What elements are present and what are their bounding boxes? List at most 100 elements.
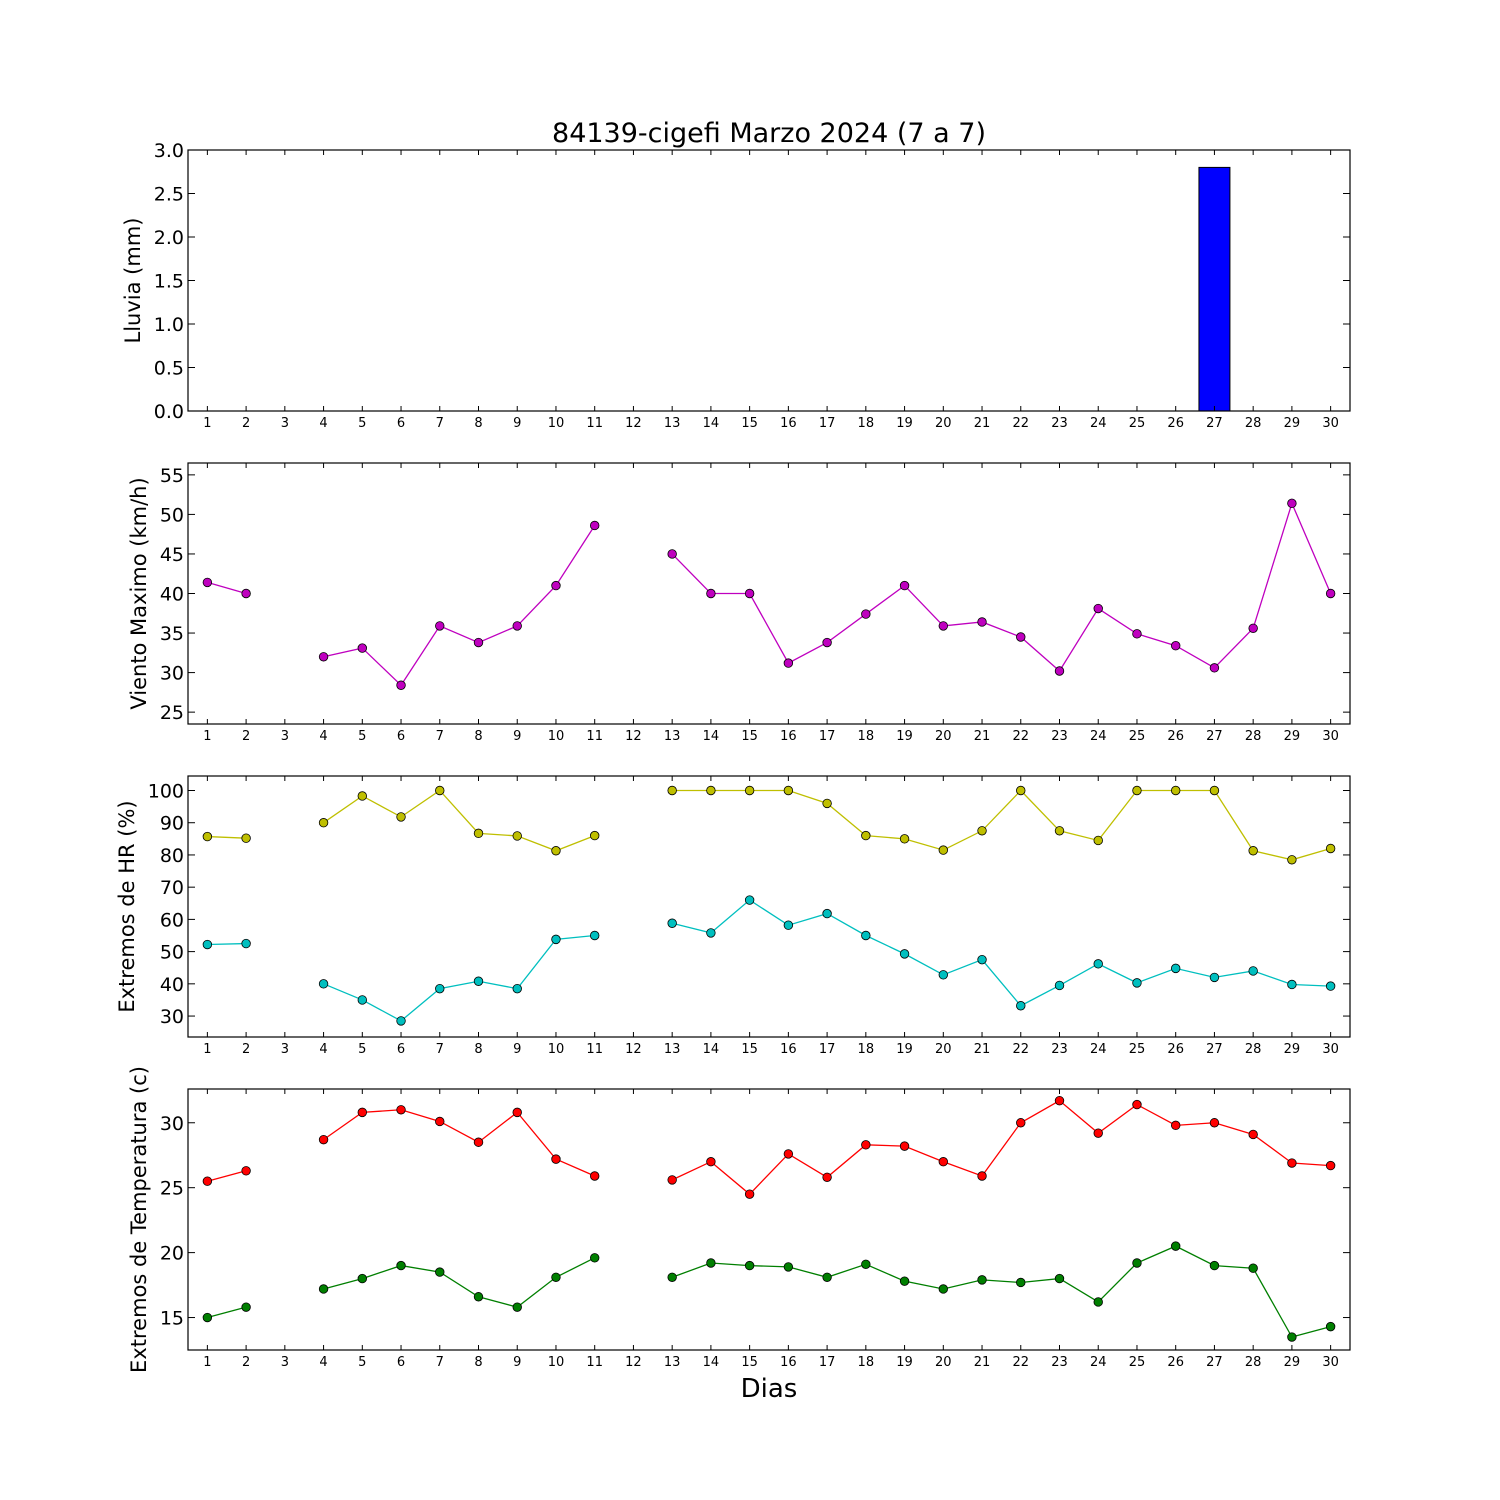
point-day-23 — [1054, 1095, 1065, 1106]
series-line — [672, 899, 1331, 1007]
point-day-24 — [1093, 835, 1103, 846]
series-line — [323, 789, 595, 852]
point-day-2 — [241, 588, 251, 599]
point-day-25 — [1132, 629, 1142, 639]
point-day-30 — [1325, 981, 1336, 991]
point-day-4 — [318, 1284, 329, 1294]
point-day-25 — [1132, 978, 1142, 988]
series-line — [207, 1306, 247, 1319]
x-tick-label: 21 — [974, 1355, 991, 1370]
y-axis-label: Extremos de HR (%) — [115, 800, 139, 1012]
x-tick-label: 9 — [513, 729, 521, 744]
x-tick-label: 22 — [1012, 729, 1029, 744]
point-day-13 — [667, 1272, 677, 1282]
y-axis: 30 40 50 60 70 80 90 100 — [148, 781, 1350, 1028]
point-day-25 — [1132, 1258, 1142, 1268]
x-tick-label: 25 — [1129, 729, 1146, 744]
x-tick-label: 20 — [935, 1042, 952, 1057]
y-tick-label: 35 — [160, 623, 184, 645]
x-tick-label: 10 — [548, 1355, 565, 1370]
point-day-11 — [590, 930, 600, 941]
point-day-4 — [318, 979, 329, 989]
x-tick-label: 4 — [319, 729, 327, 744]
x-tick-label: 17 — [819, 1355, 836, 1370]
y-tick-label: 3.0 — [154, 140, 184, 162]
point-day-18 — [861, 1259, 871, 1269]
point-day-24 — [1093, 1128, 1103, 1138]
point-day-23 — [1054, 666, 1065, 676]
x-tick-label: 3 — [281, 1355, 289, 1370]
x-tick-label: 5 — [358, 1042, 366, 1057]
point-day-8 — [473, 828, 484, 839]
point-day-28 — [1248, 966, 1258, 976]
x-axis: 1 2 3 4 5 6 7 8 9 10 11 12 13 14 15 16 17 18 19 20 21 22 23 24 2… — [203, 776, 1339, 1057]
y-tick-label: 40 — [160, 974, 184, 996]
x-tick-label: 28 — [1245, 1042, 1262, 1057]
point-day-20 — [938, 621, 949, 631]
x-tick-label: 11 — [586, 1042, 603, 1057]
point-day-17 — [822, 798, 832, 809]
x-tick-label: 6 — [397, 1355, 405, 1370]
point-day-28 — [1248, 1129, 1258, 1140]
x-tick-label: 3 — [281, 416, 289, 431]
point-day-27 — [1209, 1118, 1220, 1128]
point-day-8 — [473, 1137, 484, 1147]
point-day-9 — [512, 831, 522, 841]
x-tick-label: 8 — [474, 729, 482, 744]
y-tick-label: 30 — [160, 1006, 184, 1028]
x-axis: 1 2 3 4 5 6 7 8 9 10 11 12 13 14 15 16 17 18 19 20 21 22 23 24 2… — [203, 150, 1339, 431]
y-tick-label: 2.5 — [154, 184, 184, 206]
x-tick-label: 14 — [703, 729, 720, 744]
y-tick-label: 50 — [160, 942, 184, 964]
x-tick-label: 13 — [664, 416, 681, 431]
point-day-22 — [1016, 1001, 1026, 1011]
point-day-13 — [667, 918, 677, 928]
point-day-27 — [1209, 663, 1220, 673]
x-tick-label: 19 — [896, 416, 913, 431]
x-tick-label: 10 — [548, 729, 565, 744]
x-tick-label: 20 — [935, 416, 952, 431]
point-day-28 — [1248, 1263, 1258, 1273]
point-day-26 — [1170, 641, 1181, 651]
x-tick-label: 26 — [1167, 1042, 1184, 1057]
point-day-14 — [706, 1157, 716, 1167]
x-tick-label: 11 — [586, 416, 603, 431]
point-day-16 — [783, 785, 794, 796]
x-tick-label: 13 — [664, 729, 681, 744]
panel-1-data — [1198, 166, 1231, 412]
x-tick-label: 1 — [203, 416, 211, 431]
x-tick-label: 25 — [1129, 1355, 1146, 1370]
x-tick-label: 10 — [548, 1042, 565, 1057]
point-day-11 — [590, 1253, 600, 1263]
point-day-4 — [318, 818, 329, 828]
y-tick-label: 50 — [160, 504, 184, 526]
y-tick-label: 55 — [160, 465, 184, 487]
panel-4: 1 2 3 4 5 6 7 8 9 10 11 12 13 14 15 16 17 18 19 20 21 22 23 24 2… — [127, 1066, 1351, 1373]
x-tick-label: 9 — [513, 1355, 521, 1370]
x-tick-label: 28 — [1245, 416, 1262, 431]
x-tick-label: 2 — [242, 1355, 250, 1370]
x-tick-label: 19 — [896, 729, 913, 744]
point-day-11 — [590, 1171, 600, 1181]
x-tick-label: 24 — [1090, 729, 1107, 744]
x-tick-label: 5 — [358, 1355, 366, 1370]
point-day-27 — [1209, 785, 1220, 796]
x-tick-label: 1 — [203, 729, 211, 744]
x-tick-label: 15 — [741, 1355, 758, 1370]
x-tick-label: 18 — [858, 729, 875, 744]
x-tick-label: 15 — [741, 416, 758, 431]
point-day-21 — [977, 617, 987, 627]
x-tick-label: 25 — [1129, 1042, 1146, 1057]
x-tick-label: 14 — [703, 1355, 720, 1370]
x-tick-label: 24 — [1090, 1042, 1107, 1057]
x-tick-label: 14 — [703, 416, 720, 431]
point-day-5 — [357, 791, 368, 801]
point-day-24 — [1093, 603, 1103, 614]
point-day-21 — [977, 826, 987, 836]
point-day-2 — [241, 938, 251, 949]
x-tick-label: 26 — [1167, 1355, 1184, 1370]
x-tick-label: 30 — [1322, 729, 1339, 744]
point-day-29 — [1287, 1158, 1297, 1168]
y-tick-label: 30 — [160, 663, 184, 685]
series-1 — [202, 498, 1336, 690]
